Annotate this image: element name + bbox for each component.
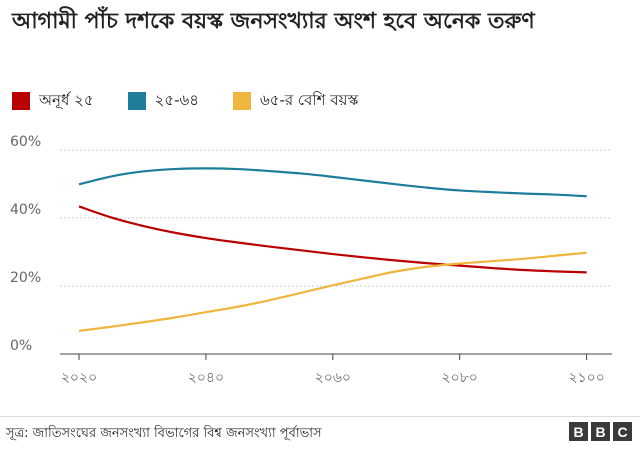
chart-title: আগামী পাঁচ দশকে বয়স্ক জনসংখ্যার অংশ হবে… (12, 9, 535, 34)
legend-item-over-65: ৬৫-র বেশি বয়স্ক (233, 89, 358, 114)
line-25-64 (78, 167, 587, 198)
legend-swatch-25-64 (127, 92, 146, 110)
y-tick-label: 40% (10, 202, 41, 218)
footer-divider (0, 416, 640, 417)
x-tick-label: ২০৮০ (442, 370, 478, 386)
legend-label-25-64: ২৫-৬৪ (154, 90, 199, 109)
line-under-25 (78, 205, 587, 274)
x-tick-label: ২০২০ (61, 370, 97, 386)
x-tick-label: ২০৬০ (315, 370, 351, 386)
chart-legend: অনূর্ধ ২৫ ২৫-৬৪ ৬৫-র বেশি বয়স্ক (12, 90, 392, 112)
source-note: সূত্র: জাতিসংঘের জনসংখ্যা বিভাগের বিশ্ব … (6, 426, 322, 441)
line-over-65 (78, 251, 587, 332)
legend-label-over-65: ৬৫-র বেশি বয়স্ক (260, 90, 359, 109)
legend-swatch-over-65 (233, 92, 251, 110)
y-tick-label: 60% (10, 134, 41, 150)
y-tick-label: 0% (10, 338, 32, 354)
y-tick-label: 20% (10, 270, 41, 286)
legend-item-25-64: ২৫-৬৪ (127, 89, 199, 114)
legend-label-under-25: অনূর্ধ ২৫ (39, 90, 94, 109)
legend-item-under-25: অনূর্ধ ২৫ (12, 89, 94, 114)
legend-swatch-under-25 (12, 92, 30, 110)
x-tick-label: ২০৪০ (188, 370, 224, 386)
x-tick-label: ২১০০ (568, 370, 604, 386)
